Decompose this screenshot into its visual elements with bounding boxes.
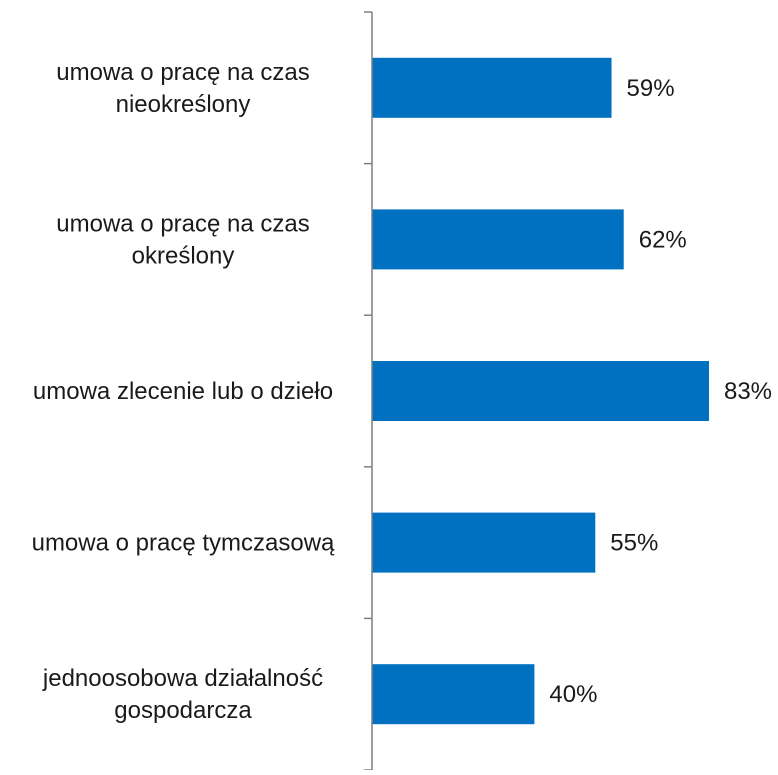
labels-layer: 59% umowa o pracę na czas nieokreślony 62% u…: [32, 59, 772, 724]
category-label-line: nieokreślony: [116, 91, 251, 118]
bars-layer: [372, 57, 709, 725]
category-label-line: umowa o pracę tymczasową: [32, 530, 335, 557]
category-label: umowa o pracę na czas określony: [56, 210, 309, 269]
bar: [372, 57, 612, 118]
bar-value-label: 40%: [549, 681, 597, 708]
bar-value-label: 83%: [724, 378, 772, 405]
bar-value-label: 62%: [639, 226, 687, 253]
bar-value-label: 55%: [610, 530, 658, 557]
category-label: jednoosobowa działalność gospodarcza: [42, 665, 323, 724]
category-label: umowa o pracę tymczasową: [32, 530, 335, 557]
category-label-line: umowa o pracę na czas: [56, 210, 309, 237]
category-label-line: gospodarcza: [114, 697, 252, 724]
axis-layer: [364, 11, 373, 771]
category-label: umowa zlecenie lub o dzieło: [33, 378, 333, 405]
bar: [372, 664, 535, 725]
category-label: umowa o pracę na czas nieokreślony: [56, 59, 309, 118]
category-label-line: umowa o pracę na czas: [56, 59, 309, 86]
bar: [372, 209, 624, 270]
category-label-line: określony: [132, 242, 235, 269]
bar-value-label: 59%: [627, 75, 675, 102]
bar: [372, 361, 709, 421]
bar: [372, 512, 596, 573]
category-label-line: jednoosobowa działalność: [42, 665, 323, 692]
category-label-line: umowa zlecenie lub o dzieło: [33, 378, 333, 405]
